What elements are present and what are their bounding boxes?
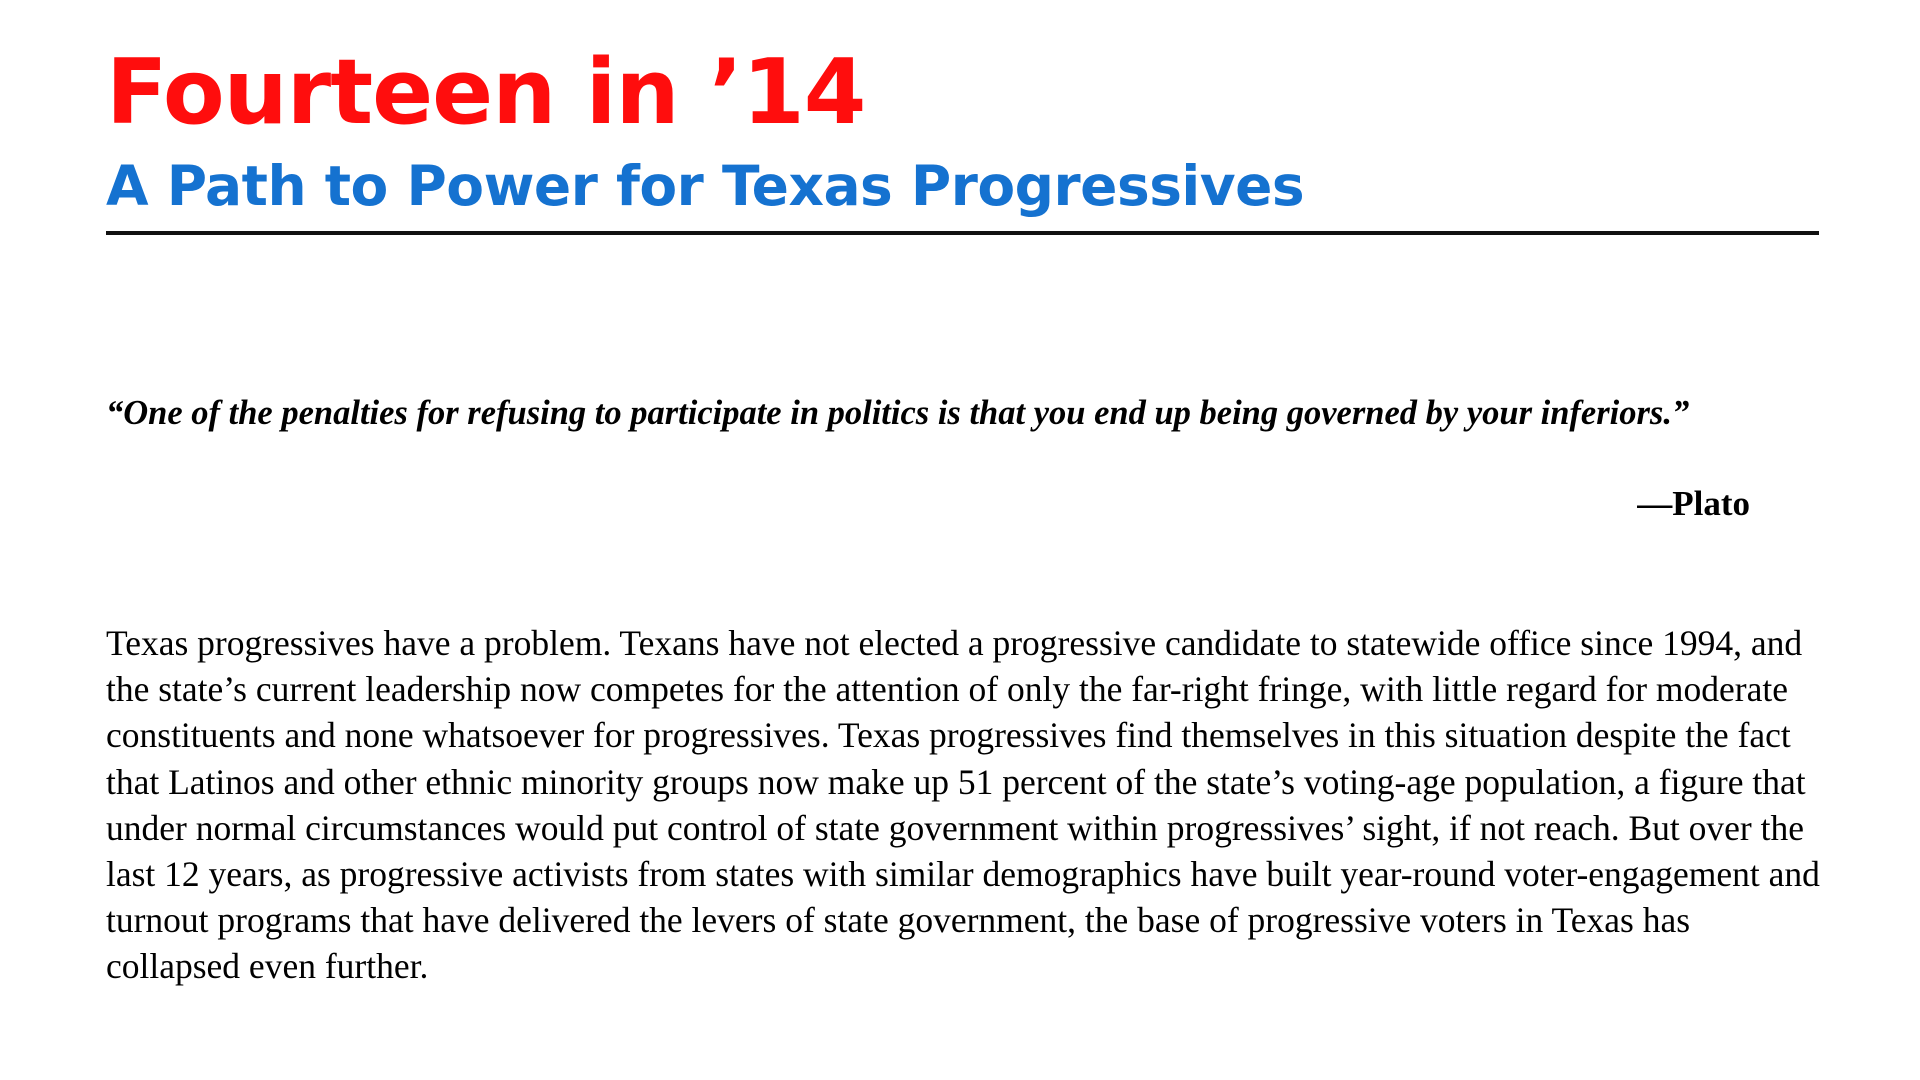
epigraph-quote: “One of the penalties for refusing to pa… xyxy=(106,394,1690,432)
body-paragraph: Texas progressives have a problem. Texan… xyxy=(106,623,1820,987)
document-subtitle: A Path to Power for Texas Progressives xyxy=(106,154,1305,218)
header-rule xyxy=(106,231,1819,235)
epigraph-attribution: —Plato xyxy=(1637,484,1750,523)
document-title: Fourteen in ’14 xyxy=(106,40,866,145)
